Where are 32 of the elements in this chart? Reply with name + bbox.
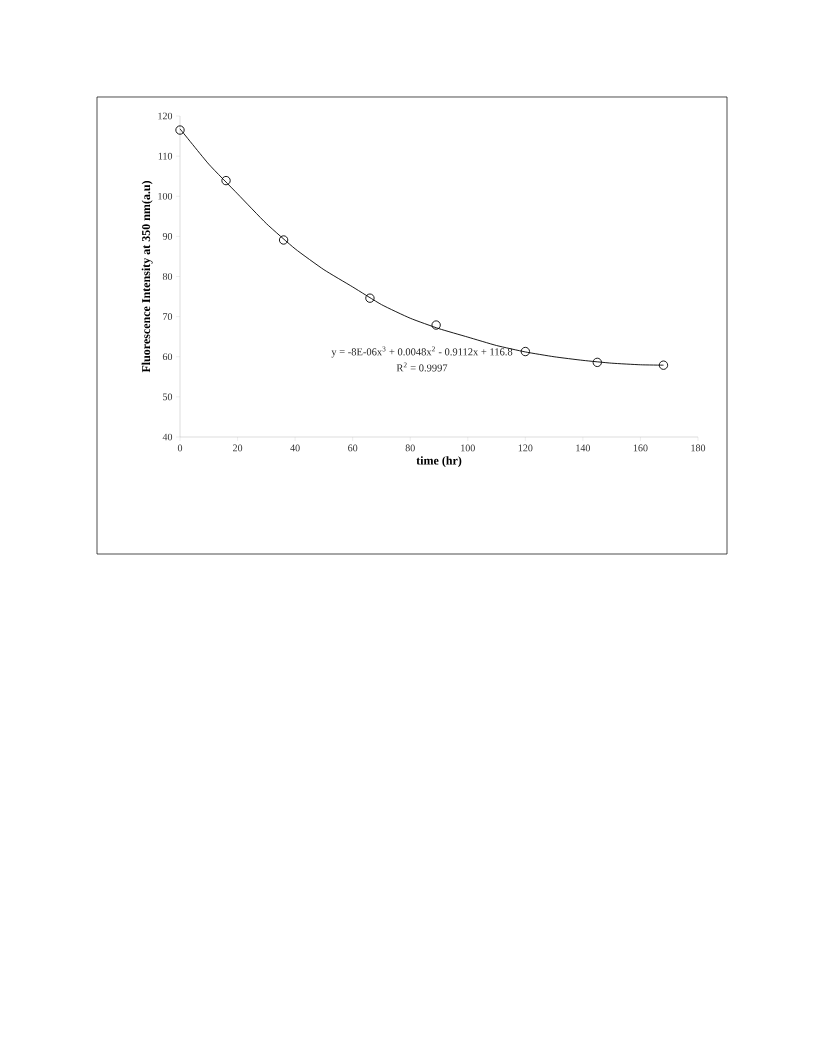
- x-tick-label: 100: [461, 444, 475, 452]
- x-tick-label: 140: [576, 444, 591, 452]
- point: [658, 360, 669, 370]
- x-tick-label: 20: [233, 444, 243, 452]
- x-tick-label: 40: [290, 444, 300, 452]
- x-tick-label: 160: [633, 444, 648, 452]
- y-tick-label: 40: [162, 433, 173, 441]
- y-axis-title: Fluorescence Intensity at 350 nm(a.u): [141, 181, 153, 373]
- annotation: y = -8E-06x$^{3}$ + 0.0048x$^{2}$ - 0.9112x + 116.8: [331, 346, 513, 358]
- y-tick-label: 80: [162, 273, 173, 280]
- point: [592, 357, 602, 368]
- x-tick-label: 180: [691, 444, 706, 452]
- point: [365, 293, 375, 303]
- x-tick-label: 80: [405, 444, 415, 452]
- y-tick-label: 60: [162, 353, 173, 361]
- y-tick-label: 110: [158, 152, 173, 160]
- y-tick-label: 100: [158, 192, 173, 200]
- x-tick-label: 0: [177, 444, 183, 452]
- x-tick-label: 120: [518, 444, 533, 452]
- point: [520, 346, 530, 357]
- point: [175, 125, 185, 135]
- line-series: [179, 128, 664, 366]
- point: [431, 320, 441, 330]
- point: [221, 175, 231, 186]
- y-tick-label: 50: [163, 393, 173, 401]
- x-tick-label: 60: [348, 444, 358, 452]
- y-tick-label: 70: [163, 313, 173, 320]
- point: [278, 235, 289, 245]
- y-tick-label: 90: [162, 233, 173, 240]
- y-tick-label: 120: [158, 112, 173, 120]
- annotation: R$^{2}$ = 0.9997: [396, 362, 448, 372]
- x-axis-title: time (hr): [416, 456, 462, 468]
